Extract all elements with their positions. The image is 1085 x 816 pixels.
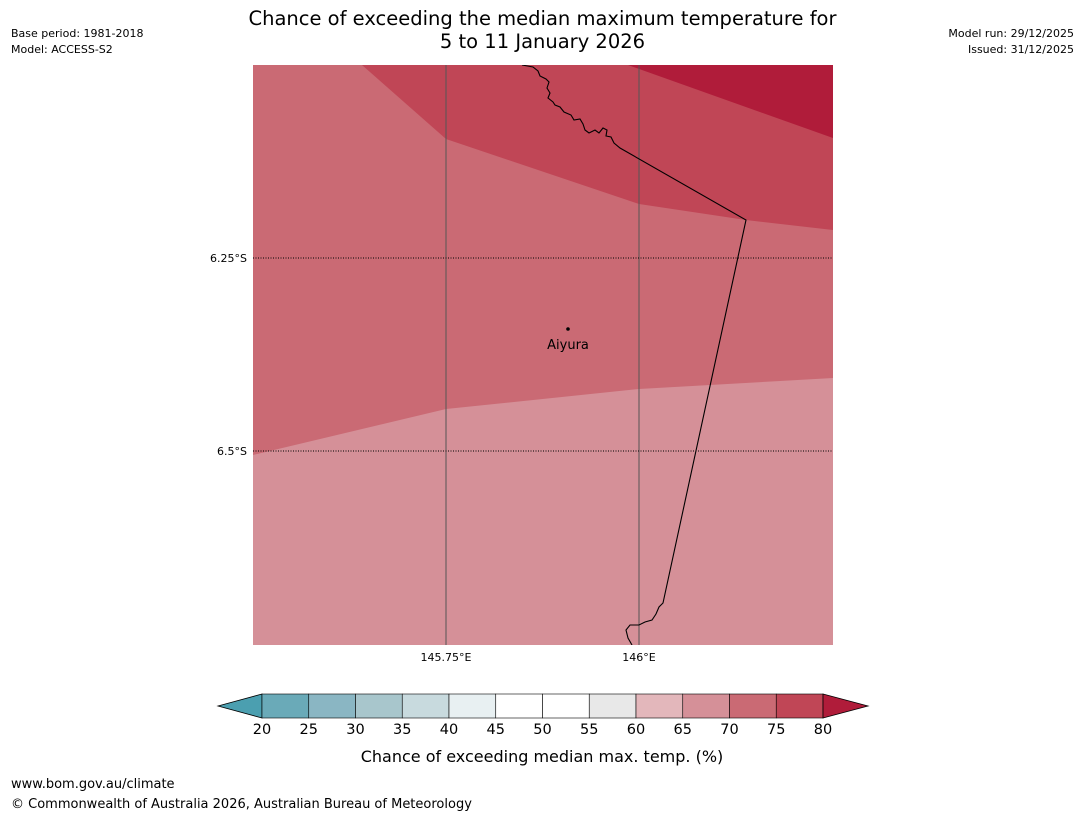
colorbar-segment — [261, 693, 310, 719]
model-run-text: Model run: 29/12/2025 — [948, 27, 1074, 40]
aiyura-label: Aiyura — [547, 338, 589, 353]
colorbar-segment — [355, 693, 403, 719]
lon-label-145-75: 145.75°E — [421, 651, 472, 664]
colorbar-segments — [261, 693, 824, 719]
colorbar-tick-label: 35 — [393, 722, 411, 738]
colorbar-segment — [495, 693, 543, 719]
lat-label-6-5: 6.5°S — [217, 445, 247, 458]
colorbar-tick-label: 40 — [440, 722, 458, 738]
colorbar-high-extend — [822, 693, 870, 719]
colorbar-tick-label: 55 — [580, 722, 598, 738]
zone-75-80 — [362, 65, 833, 230]
meta-left: Base period: 1981-2018 Model: ACCESS-S2 — [11, 26, 143, 58]
zone-above-80 — [628, 65, 833, 138]
boundary-line — [521, 65, 747, 645]
colorbar-segment — [448, 693, 497, 719]
issued-text: Issued: 31/12/2025 — [967, 43, 1074, 56]
colorbar-tick-label: 25 — [300, 722, 318, 738]
colorbar-tick-label: 45 — [487, 722, 505, 738]
colorbar-low-extend — [216, 693, 263, 719]
zone-65-70 — [253, 378, 833, 645]
base-period-text: Base period: 1981-2018 — [11, 27, 144, 40]
colorbar-legend: 20 25 30 35 40 45 50 55 60 65 70 75 80 Chance of exc… — [216, 693, 870, 766]
colorbar-segment — [401, 693, 450, 719]
aiyura-marker — [566, 327, 570, 331]
colorbar-segment — [775, 693, 824, 719]
lat-label-6-25: 6.25°S — [210, 252, 247, 265]
footer-copyright: © Commonwealth of Australia 2026, Austra… — [11, 797, 472, 812]
colorbar-segment — [635, 693, 684, 719]
colorbar-tick-label: 20 — [253, 722, 271, 738]
colorbar-segment — [308, 693, 356, 719]
colorbar-tick-label: 75 — [767, 722, 785, 738]
model-text: Model: ACCESS-S2 — [11, 43, 113, 56]
colorbar-ticks: 20 25 30 35 40 45 50 55 60 65 70 75 80 — [253, 722, 832, 738]
footer-url: www.bom.gov.au/climate — [11, 777, 175, 792]
colorbar-segment — [682, 693, 730, 719]
meta-right: Model run: 29/12/2025 Issued: 31/12/2025 — [948, 26, 1074, 58]
colorbar-tick-label: 70 — [720, 722, 738, 738]
title-line-1: Chance of exceeding the median maximum t… — [248, 7, 837, 30]
title-line-2: 5 to 11 January 2026 — [439, 30, 646, 53]
colorbar-tick-label: 60 — [627, 722, 645, 738]
map-area — [253, 65, 833, 645]
colorbar-tick-label: 30 — [346, 722, 364, 738]
colorbar-tick-label: 80 — [814, 722, 832, 738]
colorbar-segment — [729, 693, 777, 719]
colorbar-segment — [588, 693, 637, 719]
colorbar-segment — [542, 693, 590, 719]
footer: www.bom.gov.au/climate © Commonwealth of… — [11, 775, 472, 815]
colorbar-title: Chance of exceeding median max. temp. (%… — [361, 747, 724, 766]
colorbar-tick-label: 50 — [533, 722, 551, 738]
page-title: Chance of exceeding the median maximum t… — [0, 7, 1085, 53]
lon-label-146: 146°E — [622, 651, 655, 664]
colorbar-tick-label: 65 — [674, 722, 692, 738]
